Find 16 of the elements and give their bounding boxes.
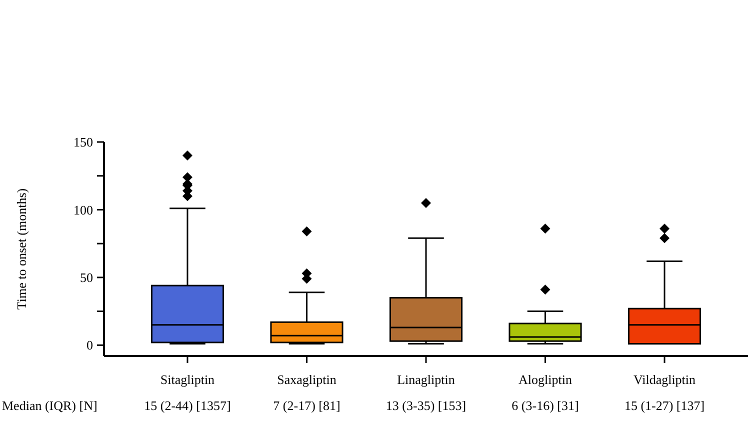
y-tick-label: 50	[80, 270, 93, 285]
text: 15 (1-27) [137]	[624, 398, 705, 413]
y-tick-label: 100	[74, 202, 93, 218]
x-tick-label: Saxagliptin	[277, 372, 337, 387]
text: 6 (3-16) [31]	[512, 398, 579, 413]
x-tick-label: Alogliptin	[518, 372, 572, 387]
text: 7 (2-17) [81]	[273, 398, 340, 413]
y-axis-title: Time to onset (months)	[14, 188, 29, 310]
y-tick-label: 150	[74, 134, 93, 150]
text: 15 (2-44) [1357]	[144, 398, 231, 413]
x-tick-label: Vildagliptin	[633, 372, 696, 387]
text: Median (IQR) [N]	[2, 398, 98, 413]
text: 13 (3-35) [153]	[386, 398, 466, 413]
x-tick-label: Linagliptin	[397, 372, 456, 387]
x-tick-label: Sitagliptin	[160, 372, 216, 387]
y-tick-label: 0	[86, 338, 93, 353]
